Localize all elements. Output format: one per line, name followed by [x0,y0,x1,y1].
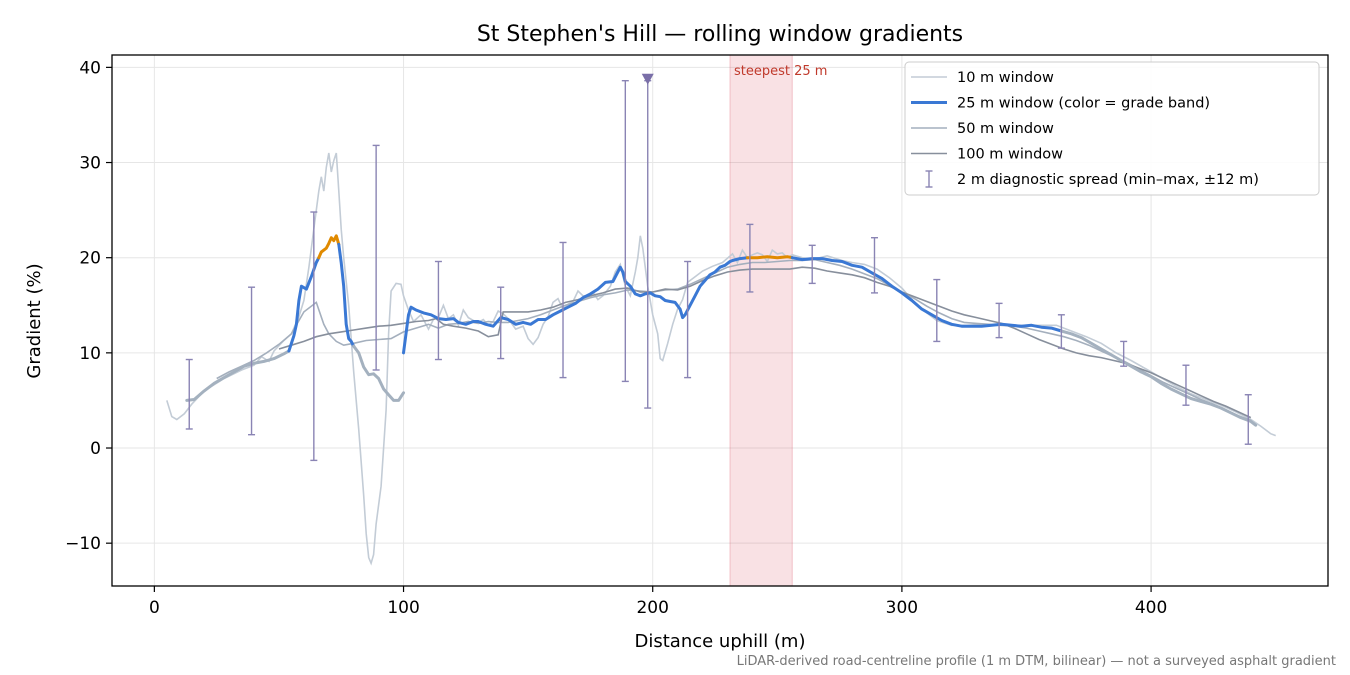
x-tick-label: 400 [1135,598,1167,618]
errorbar [870,237,878,294]
y-axis-label: Gradient (%) [24,263,45,378]
series-25m-window-segment [745,255,794,260]
legend: 10 m window 25 m window (color = grade ba… [904,61,1320,196]
errorbar-layer [185,79,1252,462]
errorbar [1057,314,1065,349]
errorbar [497,286,505,360]
y-tick-label: −10 [65,534,101,554]
series-25m-window-segment [185,349,291,402]
errorbar [621,79,629,383]
x-tick-label: 100 [387,598,419,618]
errorbar [684,260,692,379]
legend-label: 25 m window (color = grade band) [957,96,1210,112]
peak-marker [641,73,654,85]
legend-entry: 25 m window (color = grade band) [911,96,1210,112]
steepest-band-layer: steepest 25 m [729,54,827,587]
axes-layer: 0 100 200 300 400 −10 0 10 20 30 40 [65,54,1329,618]
errorbar [1244,394,1252,445]
series-25m-window-segment [317,234,341,260]
errorbar [995,302,1003,339]
legend-entry: 50 m window [911,121,1054,137]
legend-label: 2 m diagnostic spread (min–max, ±12 m) [957,172,1259,188]
x-tick-label: 0 [149,598,160,618]
errorbar [1120,340,1128,367]
y-tick-label: 20 [79,249,101,269]
errorbar [559,241,567,379]
errorbar [185,358,193,430]
x-axis-label: Distance uphill (m) [635,631,806,652]
x-tick-label: 300 [886,598,918,618]
series-25m-window-segment [352,344,405,402]
series-25m-window-segment [337,242,356,348]
legend-box [904,61,1320,196]
legend-entry: 10 m window [911,70,1054,86]
errorbar [434,260,442,361]
legend-label: 10 m window [957,70,1054,86]
legend-label: 50 m window [957,121,1054,137]
errorbar [933,278,941,343]
legend-entry: 100 m window [911,147,1063,163]
legend-label: 100 m window [957,147,1063,163]
series-25m-window-segment [287,256,321,353]
errorbar [310,211,318,462]
y-tick-label: 0 [90,439,101,459]
series-25m-window-segment [402,256,749,355]
errorbar [372,144,380,371]
footnote: LiDAR-derived road-centreline profile (1… [737,654,1336,669]
errorbar [808,244,816,285]
series-25m-window-segment [1059,329,1258,427]
y-tick-label: 40 [79,58,101,78]
errorbar [248,286,256,436]
series-layer [166,152,1276,566]
x-tick-label: 200 [636,598,668,618]
chart-title: St Stephen's Hill — rolling window gradi… [477,22,963,47]
steepest-band-label: steepest 25 m [734,64,827,79]
steepest-band [729,54,793,587]
legend-entry: 2 m diagnostic spread (min–max, ±12 m) [925,170,1259,188]
y-tick-label: 10 [79,344,101,364]
marker-layer [641,73,654,85]
plot-frame [111,54,1329,587]
series-25m-window-segment [790,256,1063,333]
errorbar [1182,364,1190,406]
y-tick-label: 30 [79,154,101,174]
errorbar [746,223,754,293]
